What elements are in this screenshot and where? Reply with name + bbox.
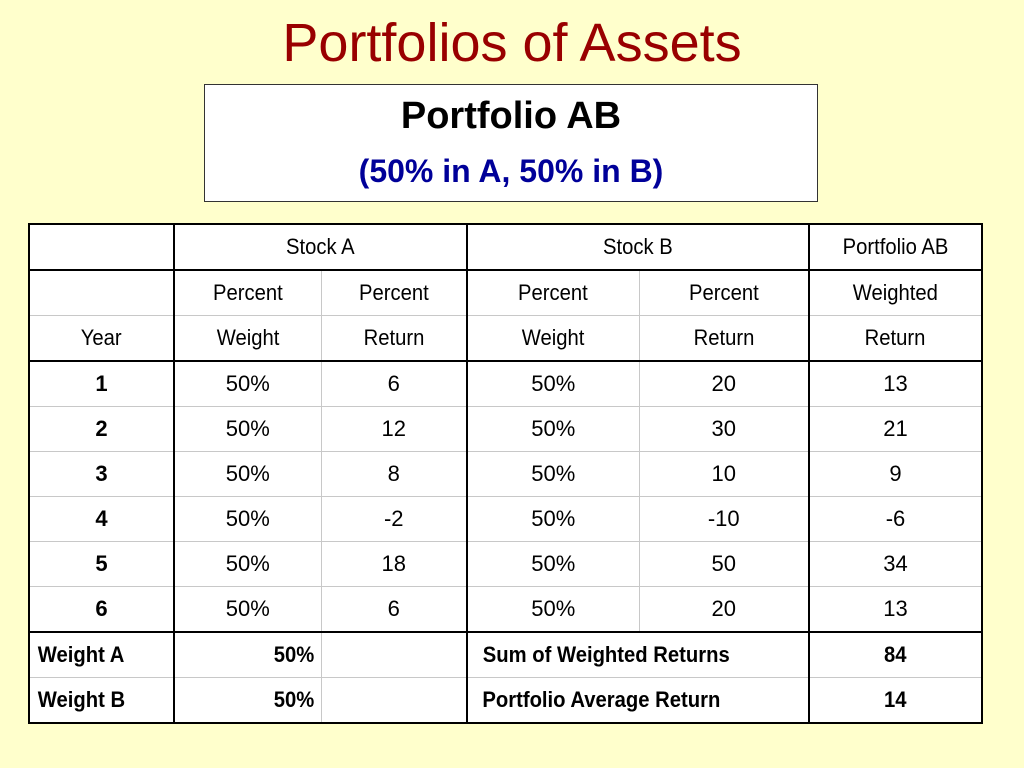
header-b-weight-1: Percent <box>466 269 640 316</box>
weight-a-value: 50% <box>173 631 322 678</box>
weight-a-label: Weight A <box>28 631 175 678</box>
b-return-cell: 10 <box>638 451 810 497</box>
b-weight-cell: 50% <box>466 360 640 407</box>
b-weight-cell: 50% <box>466 541 640 587</box>
portfolio-average-return-value: 14 <box>808 677 983 724</box>
summary-empty-cell <box>320 631 468 678</box>
group-header-portfolio: Portfolio AB <box>808 223 983 271</box>
group-header-stock-b: Stock B <box>466 223 810 271</box>
summary-row-weight-b: Weight B 50% Portfolio Average Return 14 <box>28 677 983 724</box>
table-row: 1 50% 6 50% 20 13 <box>28 360 983 407</box>
b-weight-cell: 50% <box>466 496 640 542</box>
header-portfolio-return-2: Return <box>808 315 983 362</box>
a-weight-cell: 50% <box>173 541 322 587</box>
portfolio-caption-box: Portfolio AB (50% in A, 50% in B) <box>204 84 818 202</box>
b-return-cell: -10 <box>638 496 810 542</box>
weight-b-label: Weight B <box>28 677 175 724</box>
group-header-row: Stock A Stock B Portfolio AB <box>28 223 983 271</box>
table-row: 3 50% 8 50% 10 9 <box>28 451 983 497</box>
header-a-weight-2: Weight <box>173 315 322 362</box>
a-return-cell: 12 <box>320 406 468 452</box>
b-weight-cell: 50% <box>466 406 640 452</box>
header-a-return-1: Percent <box>320 269 468 316</box>
header-b-return-2: Return <box>638 315 810 362</box>
weighted-return-cell: 13 <box>808 360 983 407</box>
weighted-return-cell: -6 <box>808 496 983 542</box>
a-return-cell: 8 <box>320 451 468 497</box>
table-row: 2 50% 12 50% 30 21 <box>28 406 983 452</box>
caption-subtitle: (50% in A, 50% in B) <box>358 153 664 189</box>
header-empty-cell <box>28 223 175 271</box>
b-return-cell: 20 <box>638 360 810 407</box>
header-b-weight-2: Weight <box>466 315 640 362</box>
weighted-return-cell: 9 <box>808 451 983 497</box>
sum-weighted-returns-label: Sum of Weighted Returns <box>466 631 810 678</box>
year-cell: 3 <box>28 451 175 497</box>
a-weight-cell: 50% <box>173 360 322 407</box>
a-return-cell: 6 <box>320 586 468 633</box>
b-return-cell: 50 <box>638 541 810 587</box>
group-header-stock-a: Stock A <box>173 223 468 271</box>
year-cell: 5 <box>28 541 175 587</box>
summary-row-weight-a: Weight A 50% Sum of Weighted Returns 84 <box>28 631 983 678</box>
table-row: 5 50% 18 50% 50 34 <box>28 541 983 587</box>
table-row: 6 50% 6 50% 20 13 <box>28 586 983 633</box>
portfolio-average-return-label: Portfolio Average Return <box>466 677 810 724</box>
header-year: Year <box>28 315 175 362</box>
weighted-return-cell: 34 <box>808 541 983 587</box>
a-return-cell: -2 <box>320 496 468 542</box>
table-row: 4 50% -2 50% -10 -6 <box>28 496 983 542</box>
header-b-return-1: Percent <box>638 269 810 316</box>
b-return-cell: 30 <box>638 406 810 452</box>
a-return-cell: 18 <box>320 541 468 587</box>
weighted-return-cell: 13 <box>808 586 983 633</box>
b-weight-cell: 50% <box>466 586 640 633</box>
sub-header-row-1: Percent Percent Percent Percent Weighted <box>28 269 983 316</box>
header-a-weight-1: Percent <box>173 269 322 316</box>
caption-title: Portfolio AB <box>400 95 622 137</box>
b-weight-cell: 50% <box>466 451 640 497</box>
portfolio-returns-table: Stock A Stock B Portfolio AB Percent Per… <box>28 223 983 724</box>
year-cell: 4 <box>28 496 175 542</box>
sum-weighted-returns-value: 84 <box>808 631 983 678</box>
header-a-return-2: Return <box>320 315 468 362</box>
year-cell: 1 <box>28 360 175 407</box>
weight-b-value: 50% <box>173 677 322 724</box>
a-weight-cell: 50% <box>173 451 322 497</box>
a-weight-cell: 50% <box>173 496 322 542</box>
summary-empty-cell <box>320 677 468 724</box>
sub-header-row-2: Year Weight Return Weight Return Return <box>28 315 983 362</box>
a-return-cell: 6 <box>320 360 468 407</box>
header-empty-cell <box>28 269 175 316</box>
header-portfolio-return-1: Weighted <box>808 269 983 316</box>
a-weight-cell: 50% <box>173 406 322 452</box>
weighted-return-cell: 21 <box>808 406 983 452</box>
slide-title: Portfolios of Assets <box>282 13 742 73</box>
year-cell: 6 <box>28 586 175 633</box>
b-return-cell: 20 <box>638 586 810 633</box>
a-weight-cell: 50% <box>173 586 322 633</box>
year-cell: 2 <box>28 406 175 452</box>
